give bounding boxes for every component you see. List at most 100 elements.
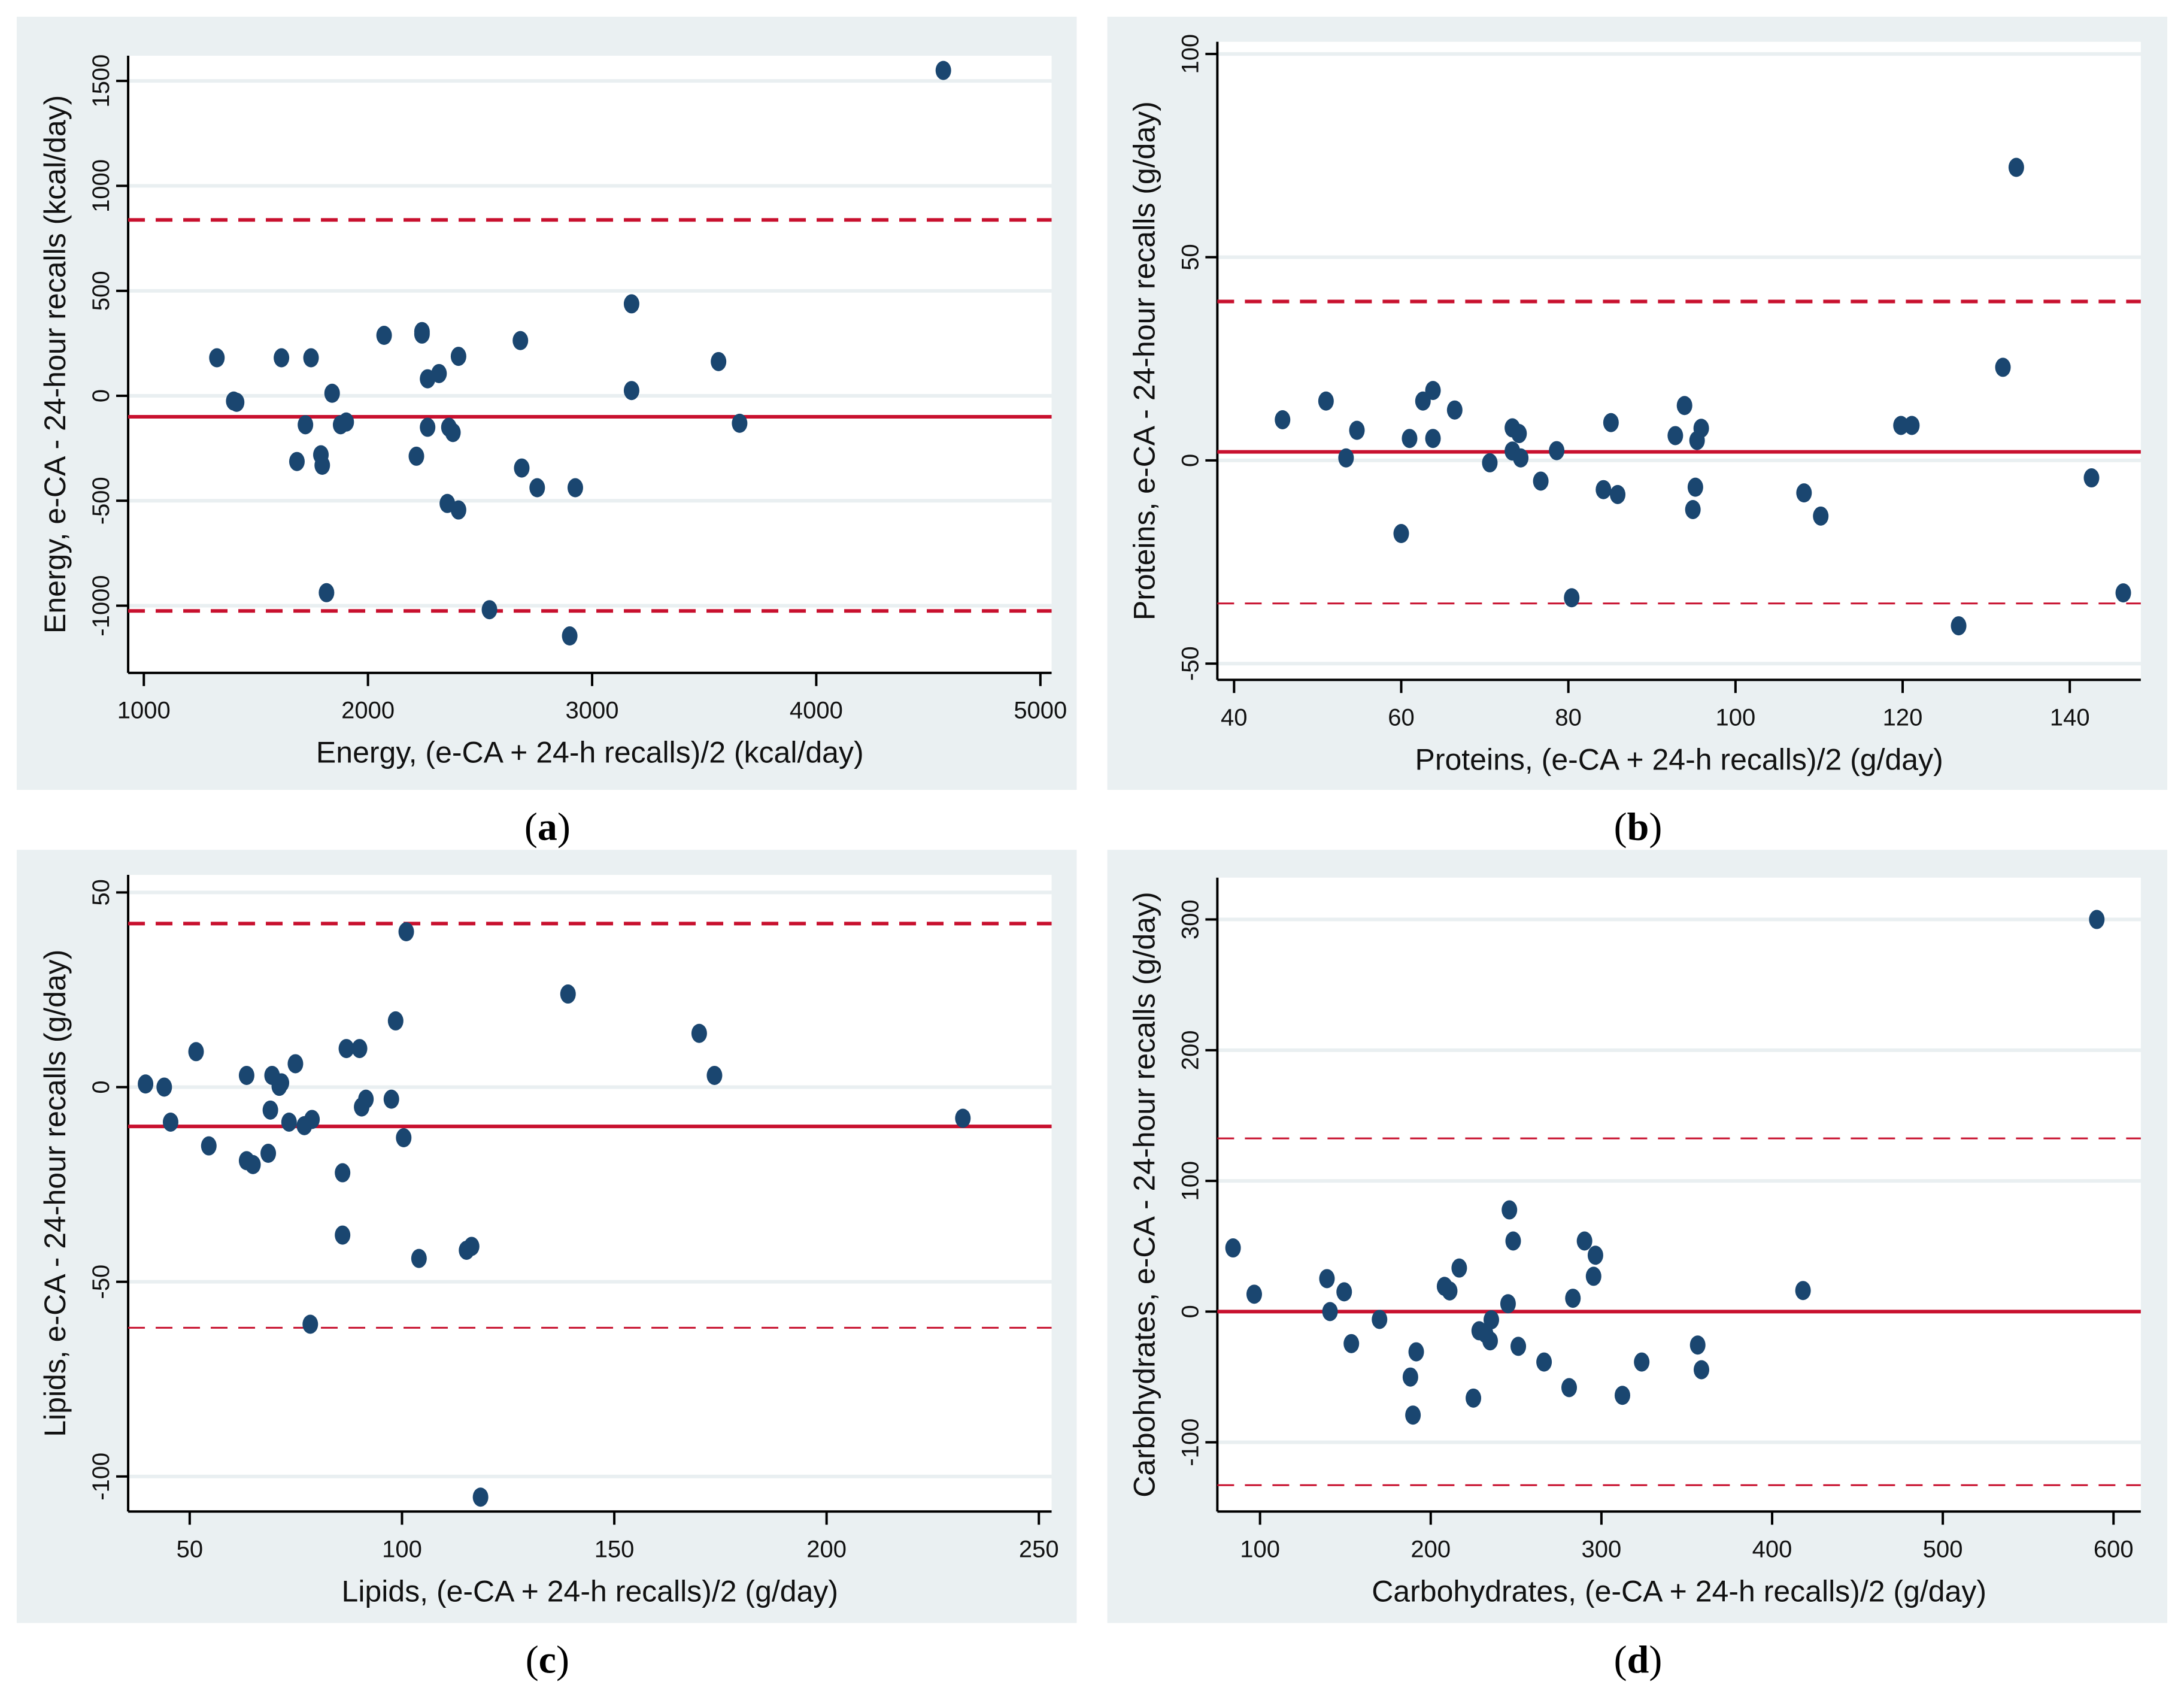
data-point — [408, 446, 424, 466]
data-point — [201, 1136, 217, 1156]
panel-caption: (c) — [526, 1638, 569, 1682]
y-tick-label: 50 — [88, 879, 114, 906]
data-point — [1402, 429, 1418, 448]
panel-caption: (b) — [1614, 805, 1663, 848]
data-point — [396, 1128, 412, 1148]
data-point — [1893, 416, 1909, 435]
data-point — [1484, 1310, 1500, 1330]
y-tick-label: 50 — [1177, 244, 1203, 271]
x-tick-label: 50 — [177, 1536, 204, 1562]
data-point — [162, 1112, 178, 1132]
caption-paren-close: ) — [1649, 805, 1662, 848]
data-point — [2083, 468, 2100, 488]
panel-b: -50 0 50 100 40 60 80 100 120 140 Proteins, (e-CA … — [1107, 16, 2168, 790]
data-point — [1536, 1352, 1552, 1372]
data-point — [245, 1154, 261, 1174]
data-point — [1318, 391, 1334, 411]
data-point — [623, 294, 639, 314]
data-point — [351, 1039, 368, 1059]
caption-letter: c — [539, 1638, 556, 1682]
data-point — [560, 984, 576, 1004]
plot-area — [128, 875, 1052, 1512]
data-point — [1225, 1238, 1241, 1258]
data-point — [1564, 588, 1580, 608]
data-point — [1687, 477, 1703, 497]
y-tick-label: -100 — [1177, 1419, 1203, 1466]
data-point — [1442, 1281, 1458, 1301]
data-point — [287, 1054, 304, 1074]
data-point — [209, 348, 225, 368]
data-point — [1813, 506, 1829, 526]
data-point — [318, 583, 335, 602]
data-point — [1336, 1282, 1352, 1302]
data-point — [1500, 1294, 1516, 1314]
data-point — [324, 383, 340, 403]
data-point — [1466, 1388, 1482, 1408]
data-point — [529, 478, 545, 498]
data-point — [450, 500, 466, 520]
data-point — [1634, 1352, 1650, 1372]
data-point — [1904, 416, 1920, 435]
data-point — [1502, 1200, 1518, 1220]
y-tick-label: 100 — [1177, 1161, 1203, 1201]
data-point — [1533, 471, 1549, 491]
caption-paren-open: ( — [1614, 1638, 1627, 1682]
x-tick-label: 100 — [1240, 1536, 1280, 1562]
y-tick-label: 300 — [1177, 899, 1203, 940]
x-tick-label: 5000 — [1014, 698, 1067, 724]
x-tick-label: 40 — [1221, 704, 1248, 731]
data-point — [1338, 448, 1354, 468]
caption-letter: a — [538, 805, 557, 848]
data-point — [463, 1237, 480, 1256]
data-point — [1425, 429, 1441, 448]
panel-a: -1000 -500 0 500 1000 1500 1000 2000 3000 4000 500… — [16, 16, 1077, 790]
y-tick-label: 0 — [88, 1080, 114, 1093]
caption-paren-close: ) — [1649, 1638, 1662, 1682]
data-point — [935, 60, 951, 80]
data-point — [1405, 1405, 1421, 1425]
data-point — [1372, 1310, 1388, 1329]
data-point — [512, 331, 529, 350]
data-point — [1343, 1334, 1360, 1353]
data-point — [623, 381, 639, 401]
data-point — [338, 1039, 354, 1059]
x-tick-label: 250 — [1019, 1536, 1059, 1562]
data-point — [2115, 583, 2131, 603]
data-point — [2008, 157, 2024, 177]
data-point — [383, 1089, 399, 1109]
x-tick-label: 100 — [1715, 704, 1755, 731]
caption-letter: b — [1627, 805, 1649, 848]
data-point — [1561, 1378, 1578, 1398]
data-point — [1676, 396, 1692, 416]
data-point — [1795, 1281, 1811, 1301]
caption-paren-close: ) — [557, 805, 571, 848]
data-point — [1511, 424, 1527, 444]
data-point — [1565, 1289, 1581, 1308]
y-tick-label: 1500 — [88, 54, 114, 108]
data-point — [303, 348, 319, 368]
data-point — [262, 1100, 278, 1120]
data-point — [302, 1314, 318, 1334]
data-point — [481, 600, 498, 620]
x-tick-label: 1000 — [117, 698, 171, 724]
y-axis-title: Proteins, e-CA - 24-hour recalls (g/day) — [1127, 101, 1161, 620]
data-point — [335, 1225, 351, 1245]
data-point — [1610, 484, 1626, 504]
x-axis-title: Lipids, (e-CA + 24-h recalls)/2 (g/day) — [342, 1574, 839, 1608]
y-tick-label: -50 — [1177, 646, 1203, 681]
x-tick-label: 120 — [1883, 704, 1923, 731]
data-point — [1587, 1245, 1603, 1265]
data-point — [1689, 1335, 1706, 1355]
x-tick-label: 400 — [1752, 1536, 1792, 1562]
x-axis-title: Proteins, (e-CA + 24-h recalls)/2 (g/day… — [1415, 743, 1943, 776]
data-point — [289, 451, 305, 471]
data-point — [1576, 1231, 1592, 1251]
data-point — [1685, 499, 1701, 519]
x-tick-label: 600 — [2094, 1536, 2134, 1562]
panel-caption: (d) — [1614, 1638, 1663, 1682]
data-point — [472, 1487, 489, 1507]
data-point — [431, 363, 447, 383]
x-tick-label: 80 — [1555, 704, 1582, 731]
data-point — [1505, 1231, 1521, 1251]
data-point — [1667, 426, 1684, 446]
